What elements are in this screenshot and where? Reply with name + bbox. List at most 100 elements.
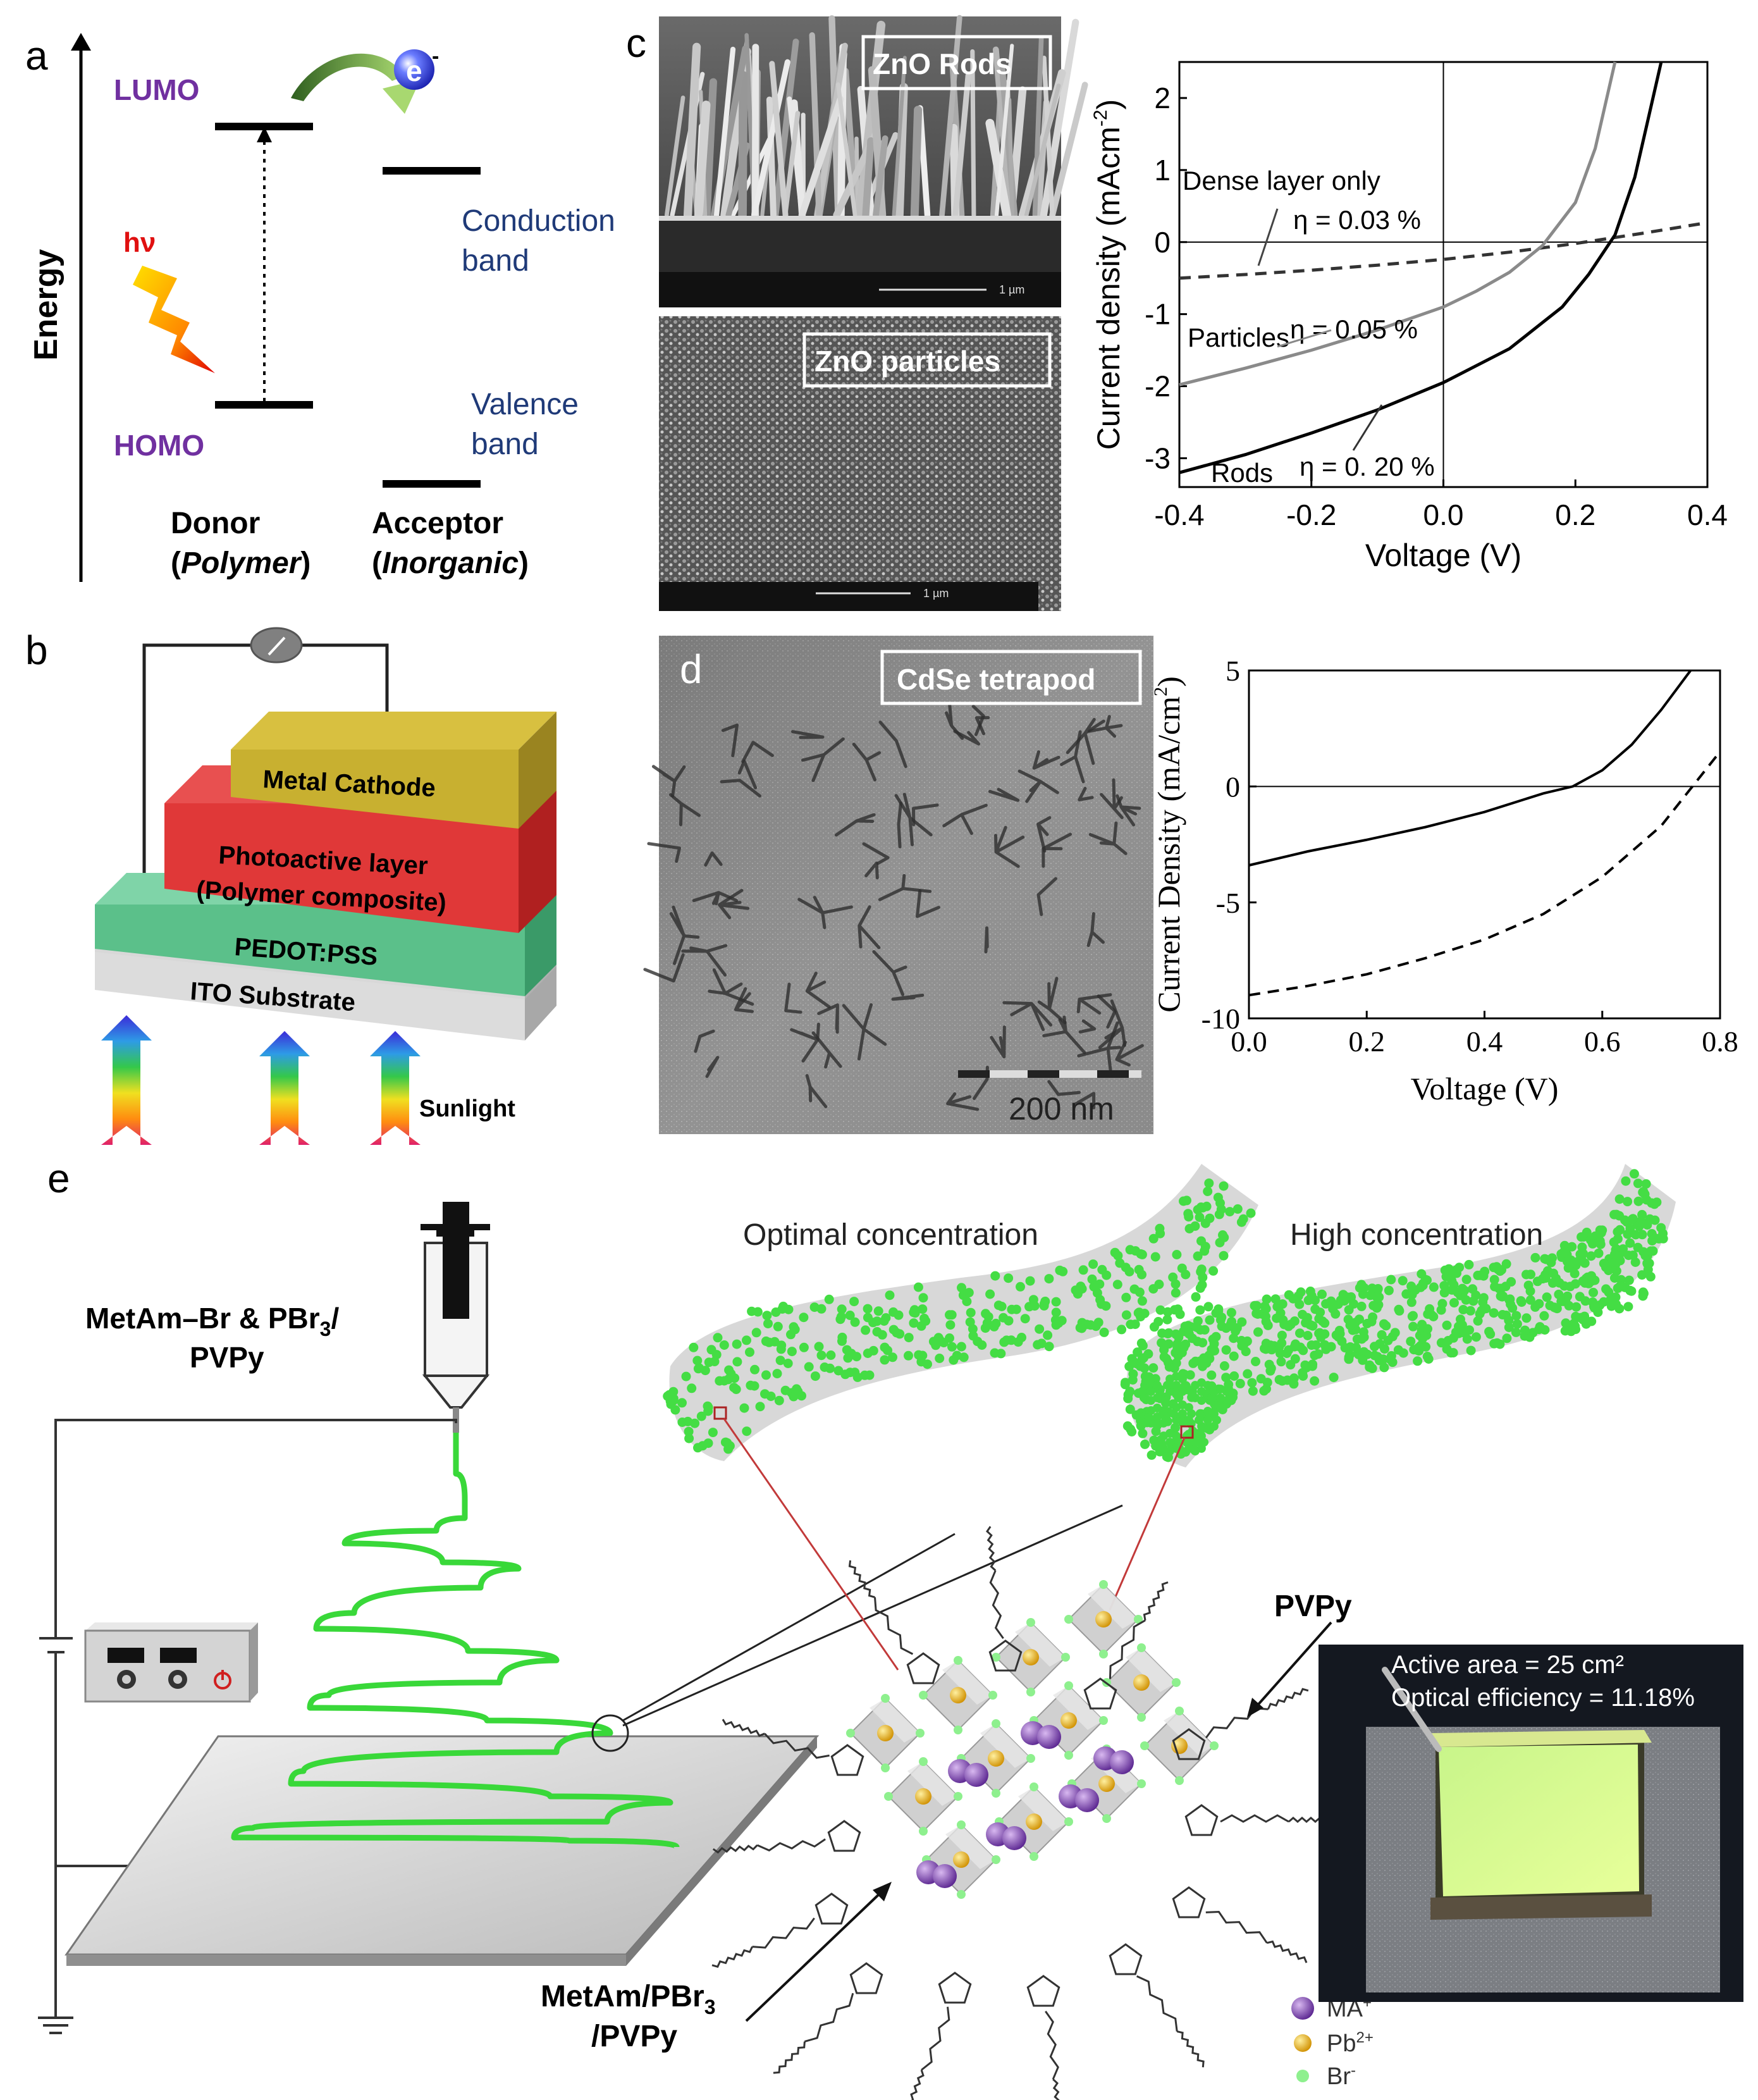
x-tick-label: 0.0 [1231,1025,1267,1058]
electron-label: e [406,54,422,87]
cathode-side [519,712,556,829]
excitation-arrowhead [257,127,272,142]
series-eta-rods: η = 0. 20 % [1300,452,1435,481]
lumo-label: LUMO [114,73,199,106]
transfer-arrow [291,53,405,101]
series-line-0 [1248,669,1692,867]
device-photo: Active area = 25 cm² Optical efficiency … [1318,1645,1743,2002]
composite-line1: MetAm/PBr3 [541,1980,716,2018]
y-axis-label: Current Density (mA/cm2) [1150,676,1186,1013]
optical-efficiency-label: Optical efficiency = 11.18% [1391,1684,1695,1712]
series-name-particles: Particles [1188,323,1289,352]
fiber-optimal-dots [663,1178,1256,1454]
fiber-high-dots [1120,1169,1668,1462]
tem-image [643,636,1153,1134]
lightning-icon [133,266,215,373]
electrospinning-jet [231,1433,680,1849]
lattice-legend: MA+ Pb2+ Br- [1291,1994,1374,2090]
optimal-concentration-label: Optimal concentration [743,1218,1038,1252]
x-tick-label: 0.2 [1349,1025,1386,1058]
legend-br-marker [1296,2070,1309,2082]
series-line-0 [1179,221,1708,280]
precursor-line1: MetAm–Br & PBr3/ [85,1302,339,1340]
zoom-red-line-1 [723,1418,899,1671]
y-tick-label: 2 [1154,82,1171,114]
x-tick-label: 0.4 [1466,1025,1503,1058]
zoom-box-optimal [713,1406,727,1420]
sem-rods-image: 1 µm [659,15,1088,307]
circuit-wire-right [300,643,389,740]
electron-sup: - [432,44,439,68]
panel-d-label: d [680,646,703,692]
y-tick-label: 1 [1154,154,1171,187]
conduction-band-line2: band [462,244,529,278]
y-tick-label: -2 [1145,370,1171,403]
legend-ma-marker [1291,1997,1314,2020]
ito-side-strip [525,967,556,1041]
annotation-leader-particles [1277,329,1332,348]
acceptor-line2: (Inorganic) [372,547,529,580]
energy-label: Energy [28,249,65,361]
sunlight-arrow-3 [370,1031,421,1145]
x-tick-label: 0.0 [1423,498,1464,531]
y-tick-label: -5 [1216,887,1240,919]
chart-c: -0.4 -0.2 0.0 0.2 0.4 -3 -2 -1 0 1 2 Voltage (V) Cur… [1090,61,1728,573]
tem-scale-label: 200 nm [1009,1091,1114,1127]
energy-axis-arrowhead [71,33,91,51]
electron-icon [394,49,434,90]
x-tick-label: -0.2 [1286,498,1336,531]
annotation-leader-rods [1352,404,1383,451]
series-line-2 [1179,61,1663,474]
homo-label: HOMO [114,429,204,462]
tem-title: CdSe tetrapod [897,663,1095,696]
photoactive-front [164,803,519,933]
sem-rods-title: ZnO Rods [873,47,1012,80]
pvpy-arrowhead [1247,1698,1263,1717]
x-axis-label: Voltage (V) [1411,1071,1559,1106]
panel-a-label: a [25,33,48,78]
x-axis-label: Voltage (V) [1365,538,1521,573]
series-line-1 [1248,751,1721,997]
tem-title-box [880,650,1142,705]
series-name-dense: Dense layer only [1183,166,1380,195]
y-tick-label: -3 [1145,442,1171,475]
zoom-circle [591,1714,629,1752]
x-tick-label: 0.8 [1702,1025,1738,1058]
collector-plate [65,1735,820,1956]
y-tick-label: 0 [1154,226,1171,259]
zoom-red-line-2 [1109,1437,1186,1610]
composite-arrowhead [873,1882,892,1901]
x-tick-label: 0.2 [1555,498,1595,531]
collector-plate-side [626,1736,817,1966]
cathode-front [231,750,519,829]
zoom-line-1 [622,1533,956,1722]
donor-line1: Donor [171,507,260,540]
x-tick-label: -0.4 [1154,498,1204,531]
sem-particles-title-box [802,332,1052,388]
fiber-optimal [669,1164,1258,1461]
panel-b: b Metal Cathode Photoactive layer (Polym… [25,627,556,1145]
cathode-top [231,712,556,750]
ito-front-strip [95,952,525,1041]
series-eta-dense: η = 0.03 % [1293,205,1421,235]
conduction-band-line1: Conduction [462,204,615,238]
series-eta-particles: η = 0.05 % [1290,314,1418,344]
panel-a: a Energy LUMO HOMO e - hν Conduction ban… [25,33,615,582]
panel-c-label: c [626,20,646,66]
sunlight-arrow-1 [101,1015,152,1145]
precursor-line2: PVPy [190,1341,264,1374]
sunlight-arrow-2 [259,1031,310,1145]
sem-rods-title-box [861,35,1052,90]
sunlight-label: Sunlight [419,1096,515,1122]
panel-e: e MetAm–Br & PBr3/ PVPy [38,1156,1743,2100]
perovskite-lattice [711,1526,1334,2100]
x-tick-label: 0.6 [1584,1025,1621,1058]
photon-label: hν [123,227,156,258]
pvpy-arrow [1254,1621,1332,1709]
circuit-top-wire [54,1419,457,1638]
pedot-front [95,905,525,996]
valence-band-line1: Valence [471,388,579,421]
panel-b-label: b [25,627,48,673]
power-supply-icon [84,1622,258,1703]
